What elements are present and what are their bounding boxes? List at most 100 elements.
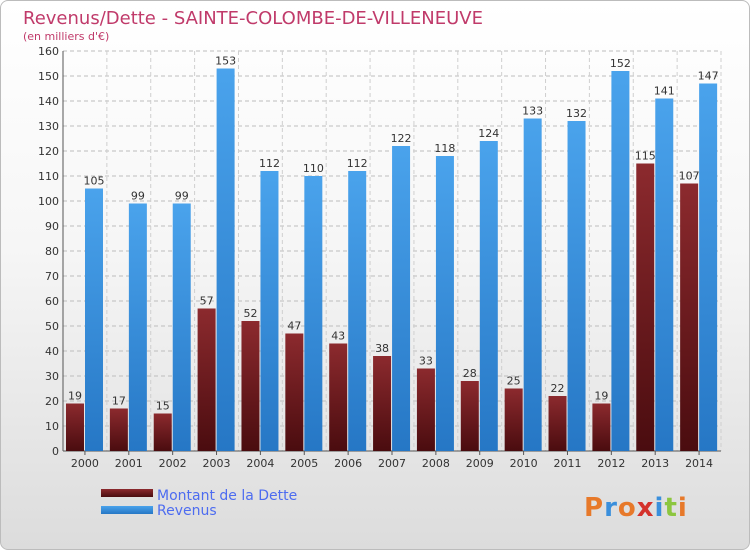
bar-debt — [680, 183, 699, 451]
x-tick-label: 2007 — [378, 457, 406, 470]
x-tick-label: 2014 — [685, 457, 713, 470]
x-tick-label: 2009 — [466, 457, 494, 470]
grid — [62, 50, 722, 452]
y-tick-label: 70 — [45, 270, 59, 283]
bar-debt — [153, 413, 172, 451]
value-label-debt: 47 — [287, 320, 301, 333]
bar-revenus — [435, 156, 454, 451]
bar-revenus — [348, 171, 367, 451]
value-label-revenus: 112 — [259, 157, 280, 170]
bar-debt — [197, 308, 216, 451]
value-label-revenus: 132 — [566, 107, 587, 120]
proxiti-logo: Proxiti — [584, 493, 688, 523]
value-label-debt: 43 — [331, 330, 345, 343]
value-label-revenus: 152 — [610, 57, 631, 70]
bar-revenus — [655, 98, 674, 451]
axes: 0 10 20 30 40 50 60 70 80 90 100 110 120 130 140 150 160… — [38, 45, 721, 470]
value-label-revenus: 105 — [84, 175, 105, 188]
value-labels: 19 105 17 99 15 99 57 153 52 112 47 110 43 112 38 122 33… — [68, 55, 719, 413]
y-tick-label: 80 — [45, 245, 59, 258]
y-tick-label: 140 — [38, 95, 59, 108]
value-label-debt: 19 — [68, 390, 82, 403]
x-tick-label: 2003 — [203, 457, 231, 470]
value-label-debt: 115 — [635, 150, 656, 163]
chart-title: Revenus/Dette - SAINTE-COLOMBE-DE-VILLEN… — [23, 8, 483, 29]
x-tick-label: 2008 — [422, 457, 450, 470]
x-tick-label: 2006 — [334, 457, 362, 470]
x-tick-label: 2002 — [159, 457, 187, 470]
value-label-revenus: 99 — [131, 190, 145, 203]
chart-subtitle: (en milliers d'€) — [23, 30, 109, 43]
value-label-revenus: 112 — [347, 157, 368, 170]
x-tick-label: 2013 — [641, 457, 669, 470]
bar-revenus — [567, 121, 586, 451]
value-label-revenus: 153 — [215, 55, 236, 68]
bar-revenus — [523, 118, 542, 451]
legend: Montant de la Dette Revenus — [101, 488, 297, 519]
bar-debt — [241, 321, 260, 451]
value-label-revenus: 99 — [175, 190, 189, 203]
value-label-revenus: 122 — [391, 132, 412, 145]
value-label-revenus: 133 — [522, 105, 543, 118]
x-tick-label: 2001 — [115, 457, 143, 470]
y-tick-label: 150 — [38, 70, 59, 83]
bar-debt — [504, 388, 523, 451]
x-tick-label: 2010 — [510, 457, 538, 470]
bar-revenus — [699, 83, 718, 451]
bar-revenus — [304, 176, 323, 451]
bar-revenus — [611, 71, 630, 451]
value-label-debt: 107 — [679, 170, 700, 183]
bar-debt — [416, 368, 435, 451]
y-tick-label: 0 — [52, 445, 59, 458]
logo-letter: t — [664, 493, 677, 523]
x-tick-label: 2004 — [246, 457, 274, 470]
y-tick-label: 120 — [38, 145, 59, 158]
bar-revenus — [392, 146, 411, 451]
bar-debt — [548, 396, 567, 451]
bar-debt — [329, 343, 348, 451]
y-tick-label: 100 — [38, 195, 59, 208]
value-label-debt: 28 — [463, 367, 477, 380]
legend-swatch-revenus — [101, 506, 153, 514]
bar-debt — [285, 333, 304, 451]
bar-revenus — [479, 141, 498, 451]
value-label-debt: 33 — [419, 355, 433, 368]
bar-debt — [592, 403, 611, 451]
bar-debt — [636, 163, 655, 451]
value-label-debt: 19 — [594, 390, 608, 403]
logo-letter: i — [655, 493, 665, 523]
y-tick-label: 110 — [38, 170, 59, 183]
bars — [66, 68, 718, 451]
y-tick-label: 90 — [45, 220, 59, 233]
logo-letter: r — [604, 493, 618, 523]
bar-debt — [66, 403, 84, 451]
value-label-revenus: 141 — [654, 85, 675, 98]
y-tick-label: 130 — [38, 120, 59, 133]
bar-debt — [460, 381, 479, 451]
value-label-revenus: 124 — [478, 127, 499, 140]
value-label-revenus: 110 — [303, 162, 324, 175]
y-tick-label: 40 — [45, 345, 59, 358]
x-tick-label: 2012 — [597, 457, 625, 470]
value-label-debt: 57 — [200, 295, 214, 308]
bar-debt — [373, 356, 392, 451]
y-tick-label: 30 — [45, 370, 59, 383]
x-tick-label: 2000 — [71, 457, 99, 470]
logo-letter: x — [637, 493, 655, 523]
bar-revenus — [172, 203, 191, 451]
legend-swatch-debt — [101, 489, 153, 497]
legend-label-debt: Montant de la Dette — [157, 488, 297, 504]
bar-revenus — [128, 203, 147, 451]
x-tick-label: 2005 — [290, 457, 318, 470]
value-label-revenus: 147 — [698, 70, 719, 83]
y-tick-label: 50 — [45, 320, 59, 333]
bar-revenus — [216, 68, 235, 451]
value-label-debt: 17 — [112, 395, 126, 408]
y-tick-label: 20 — [45, 395, 59, 408]
y-tick-label: 60 — [45, 295, 59, 308]
value-label-debt: 52 — [243, 307, 257, 320]
value-label-debt: 38 — [375, 342, 389, 355]
y-tick-label: 160 — [38, 45, 59, 58]
